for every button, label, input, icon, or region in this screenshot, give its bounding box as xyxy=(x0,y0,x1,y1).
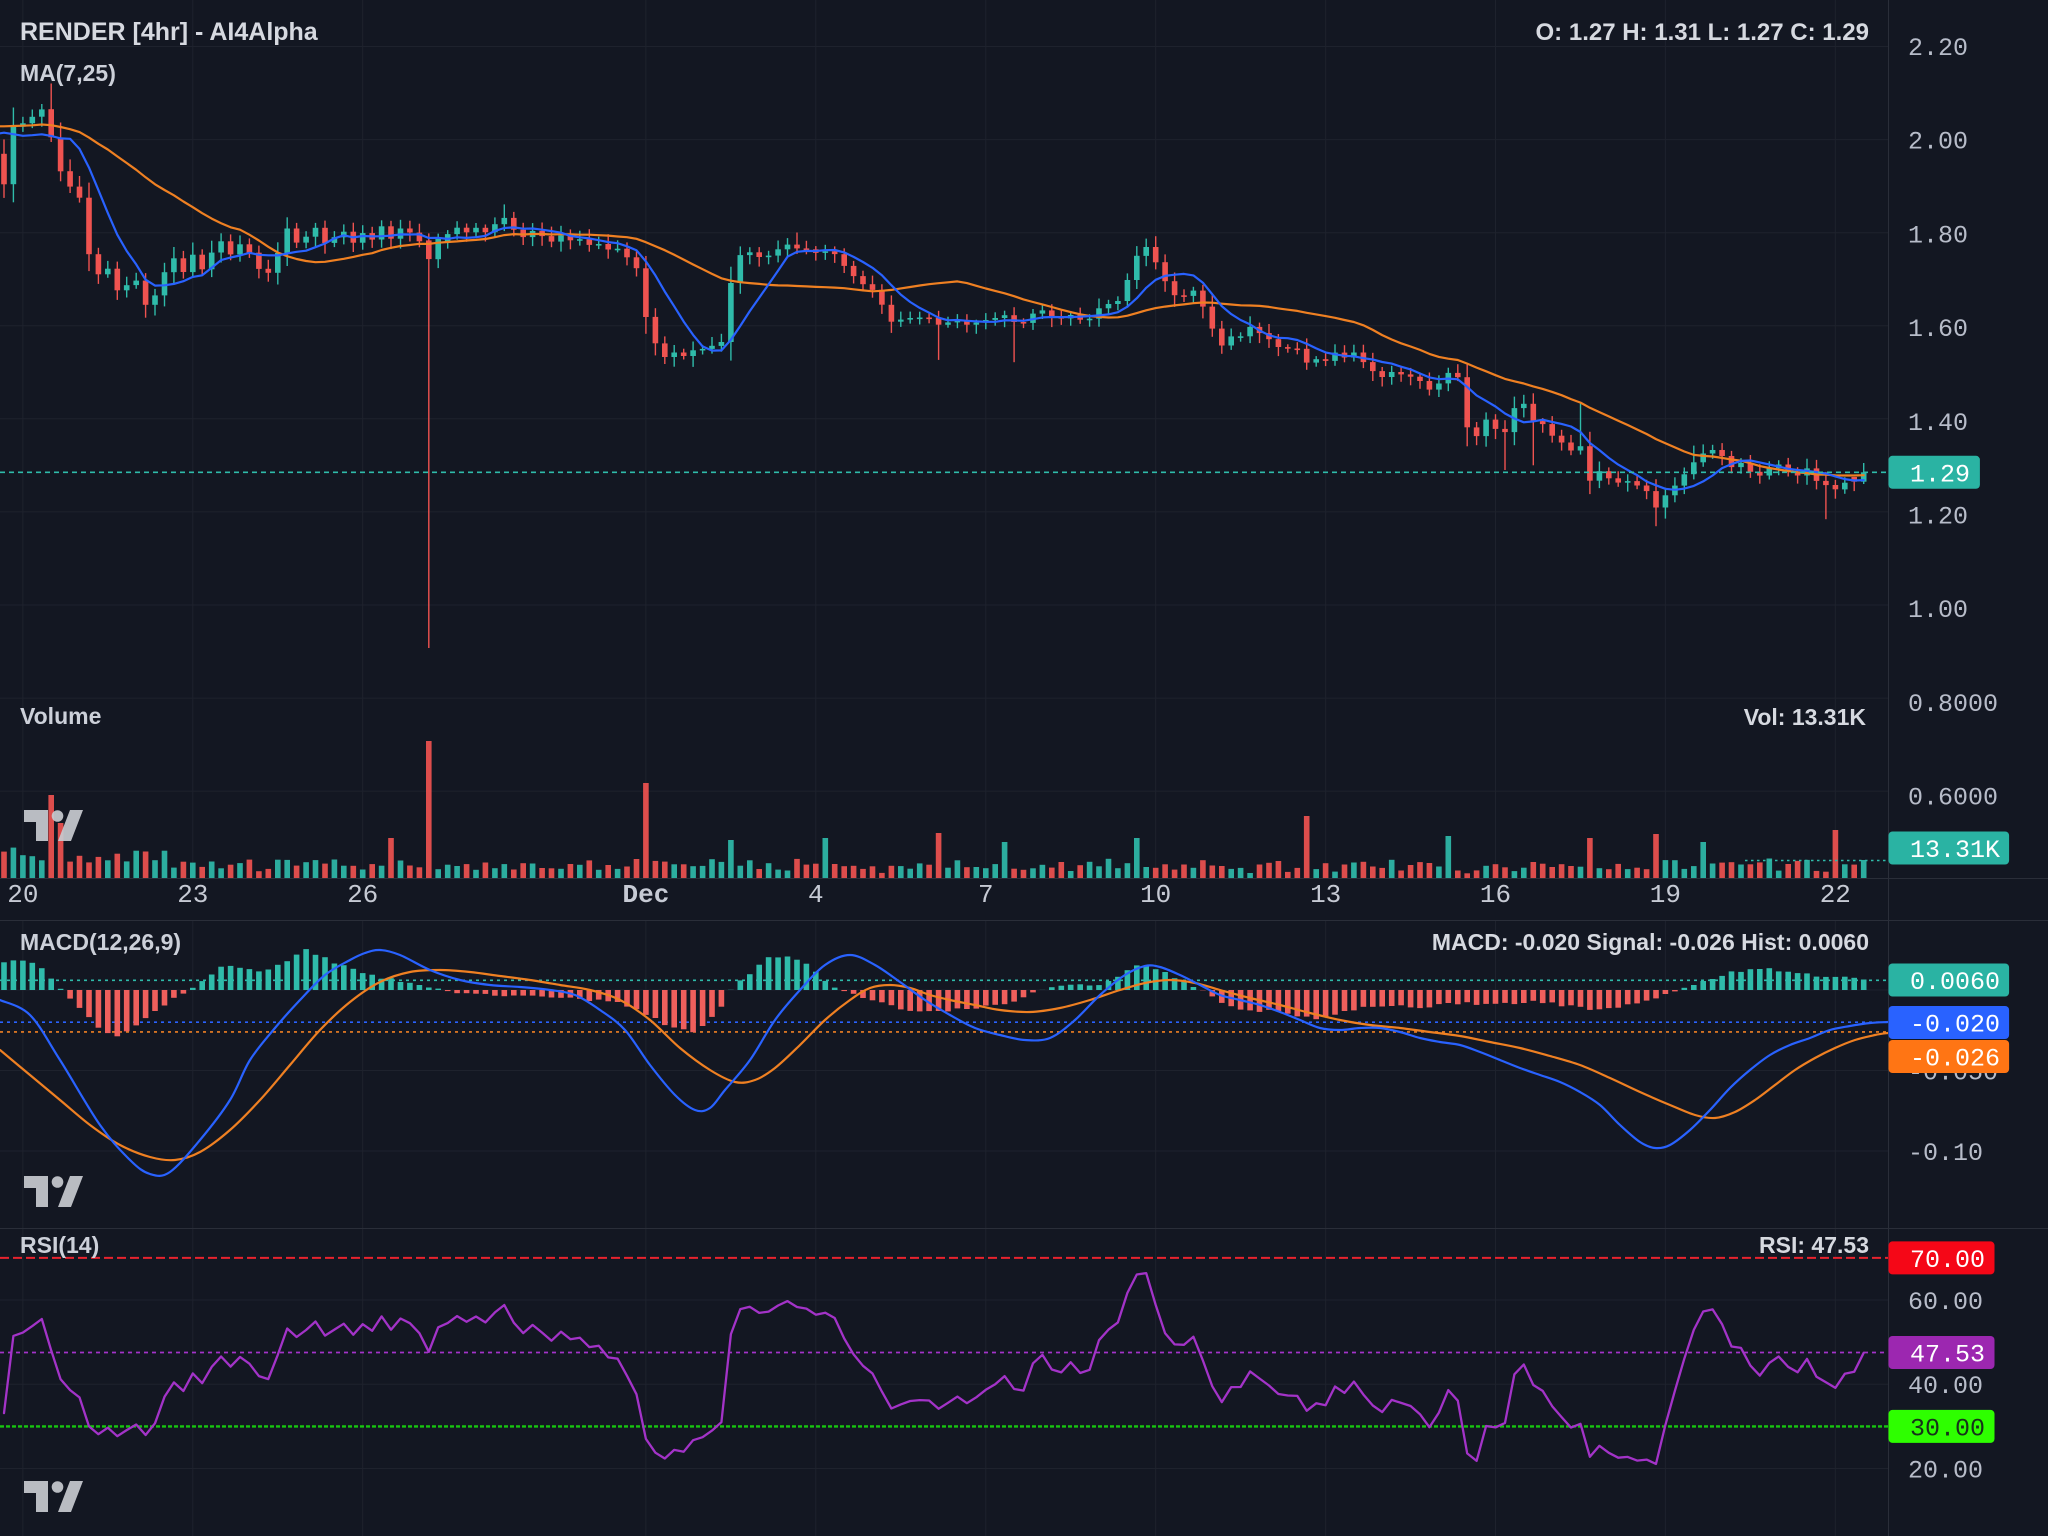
svg-text:MACD(12,26,9): MACD(12,26,9) xyxy=(20,929,181,955)
svg-text:MACD: -0.020 Signal: -0.026 Hi: MACD: -0.020 Signal: -0.026 Hist: 0.0060 xyxy=(1432,929,1869,955)
svg-text:7: 7 xyxy=(978,880,994,910)
svg-text:1.60: 1.60 xyxy=(1908,315,1968,344)
svg-text:20: 20 xyxy=(7,880,38,910)
svg-text:4: 4 xyxy=(808,880,824,910)
svg-text:20.00: 20.00 xyxy=(1908,1457,1983,1486)
svg-text:23: 23 xyxy=(177,880,208,910)
svg-text:0.6000: 0.6000 xyxy=(1908,784,1998,813)
svg-text:60.00: 60.00 xyxy=(1908,1288,1983,1317)
svg-text:1.29: 1.29 xyxy=(1910,460,1970,489)
svg-text:13: 13 xyxy=(1310,880,1341,910)
svg-text:30.00: 30.00 xyxy=(1910,1414,1985,1443)
svg-text:22: 22 xyxy=(1820,880,1851,910)
svg-text:2.20: 2.20 xyxy=(1908,34,1968,63)
svg-text:47.53: 47.53 xyxy=(1910,1341,1985,1370)
svg-text:Vol: 13.31K: Vol: 13.31K xyxy=(1744,704,1867,730)
svg-text:1.00: 1.00 xyxy=(1908,596,1968,625)
svg-text:O: 1.27 H: 1.31 L: 1.27 C: 1.2: O: 1.27 H: 1.31 L: 1.27 C: 1.29 xyxy=(1536,19,1869,46)
svg-text:1.80: 1.80 xyxy=(1908,221,1968,250)
svg-text:RSI(14): RSI(14) xyxy=(20,1232,99,1258)
svg-text:Volume: Volume xyxy=(20,703,101,729)
svg-text:1.20: 1.20 xyxy=(1908,503,1968,532)
svg-text:13.31K: 13.31K xyxy=(1910,836,2000,865)
svg-text:MA(7,25): MA(7,25) xyxy=(20,60,116,86)
svg-text:26: 26 xyxy=(347,880,378,910)
svg-text:-0.10: -0.10 xyxy=(1908,1139,1983,1168)
svg-text:2.00: 2.00 xyxy=(1908,128,1968,157)
svg-text:0.0060: 0.0060 xyxy=(1910,968,2000,997)
svg-text:-0.020: -0.020 xyxy=(1910,1011,2000,1040)
svg-text:10: 10 xyxy=(1140,880,1171,910)
svg-text:40.00: 40.00 xyxy=(1908,1372,1983,1401)
svg-text:RSI: 47.53: RSI: 47.53 xyxy=(1759,1232,1869,1258)
svg-text:70.00: 70.00 xyxy=(1910,1246,1985,1275)
svg-text:19: 19 xyxy=(1650,880,1681,910)
svg-text:RENDER [4hr] - AI4Alpha: RENDER [4hr] - AI4Alpha xyxy=(20,18,319,46)
svg-text:-0.026: -0.026 xyxy=(1910,1045,2000,1074)
svg-text:Dec: Dec xyxy=(622,880,669,910)
svg-text:1.40: 1.40 xyxy=(1908,409,1968,438)
svg-text:16: 16 xyxy=(1480,880,1511,910)
svg-text:0.8000: 0.8000 xyxy=(1908,690,1998,719)
